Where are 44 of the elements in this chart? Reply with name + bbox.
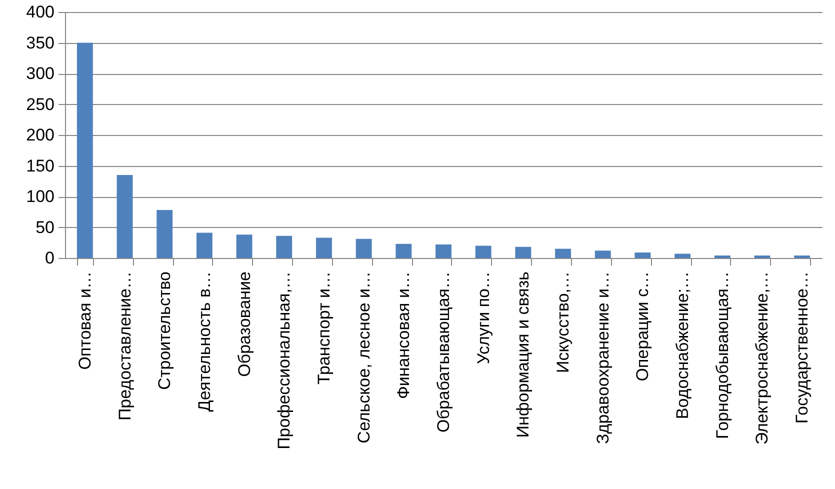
x-tick-label: Сельское, лесное и… (354, 272, 374, 444)
x-tick-label: Транспорт и… (314, 272, 334, 384)
bar (276, 236, 292, 258)
x-tick-label: Здравоохранение и… (593, 272, 612, 444)
bar (76, 42, 93, 258)
y-tick-label: 200 (26, 126, 54, 144)
bar (594, 250, 611, 258)
bar (475, 246, 492, 258)
bar (555, 248, 571, 258)
x-tick-label: Водоснабжение;… (673, 272, 692, 420)
x-tick-label: Информация и связь (514, 271, 533, 438)
x-tick-label: Предоставление… (115, 272, 134, 421)
y-tick-label: 400 (26, 2, 54, 22)
x-tick-label: Деятельность в… (194, 272, 214, 412)
y-tick-label: 150 (26, 156, 54, 176)
y-tick-label: 300 (26, 64, 54, 83)
bar (316, 238, 332, 258)
bar (396, 244, 412, 258)
bar (116, 174, 133, 258)
y-tick-label: 250 (26, 94, 54, 114)
x-tick-label: Образование (234, 272, 254, 377)
bar (634, 252, 651, 258)
x-tick-label: Горнодобывающая… (712, 272, 732, 439)
x-tick-label: Обрабатывающая… (434, 272, 453, 432)
bar (196, 232, 212, 258)
x-tick-label: Финансовая и… (394, 272, 414, 400)
x-tick-label: Строительство (155, 272, 174, 390)
bar (156, 210, 173, 258)
bar (356, 238, 372, 258)
x-tick-label: Профессиональная,… (274, 272, 294, 450)
x-tick-label: Искусство,… (554, 272, 573, 373)
y-tick-label: 0 (45, 248, 54, 268)
x-tick-label: Оптовая и… (75, 272, 94, 370)
y-tick-label: 100 (26, 187, 54, 206)
y-tick-label: 350 (26, 33, 54, 52)
bar (515, 246, 532, 258)
x-tick-label: Государственное… (792, 272, 812, 424)
y-tick-label: 50 (36, 218, 54, 237)
bar (436, 244, 452, 258)
x-tick-label: Электроснабжение,… (752, 272, 772, 445)
bar (236, 234, 252, 258)
bar (674, 254, 691, 258)
x-tick-label: Операции с… (633, 272, 652, 382)
x-tick-label: Услуги по… (474, 272, 493, 364)
